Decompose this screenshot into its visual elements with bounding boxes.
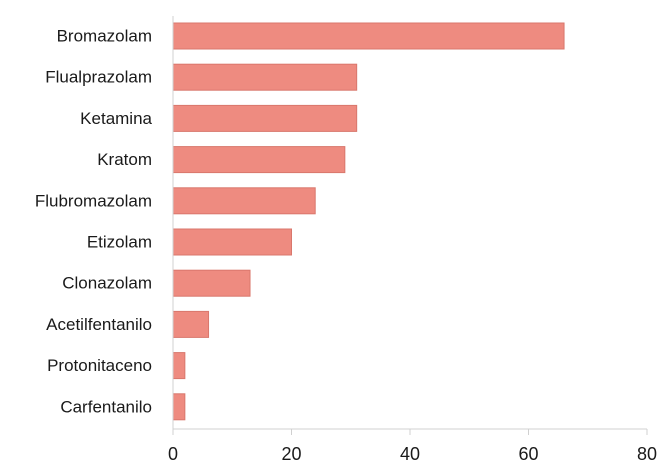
category-label: Flualprazolam [45,68,152,87]
bar-kratom [172,146,346,174]
category-label: Flubromazolam [35,191,152,210]
bar-flualprazolam [172,63,358,91]
x-tick-label: 0 [168,444,178,464]
category-label: Acetilfentanilo [46,315,152,334]
category-label: Etizolam [87,233,152,252]
bar-protonitaceno [172,352,186,380]
category-label: Kratom [97,150,152,169]
x-tick-label: 60 [518,444,538,464]
bar-carfentanilo [172,393,186,421]
bars-layer [172,22,565,421]
bar-etizolam [172,228,292,256]
bar-clonazolam [172,269,251,297]
category-label: Bromazolam [57,27,152,46]
bar-flubromazolam [172,187,316,215]
bar-bromazolam [172,22,565,50]
category-label: Protonitaceno [47,356,152,375]
x-tick-label: 20 [281,444,301,464]
labels-layer: Bromazolam Flualprazolam Ketamina Kratom Flu… [35,27,657,465]
x-tick-label: 80 [637,444,657,464]
axis-layer [172,16,648,435]
x-tick-label: 40 [400,444,420,464]
category-label: Clonazolam [62,274,152,293]
category-label: Ketamina [80,109,152,128]
bar-acetilfentanilo [172,310,210,338]
category-label: Carfentanilo [60,397,152,416]
bar-ketamina [172,104,358,132]
